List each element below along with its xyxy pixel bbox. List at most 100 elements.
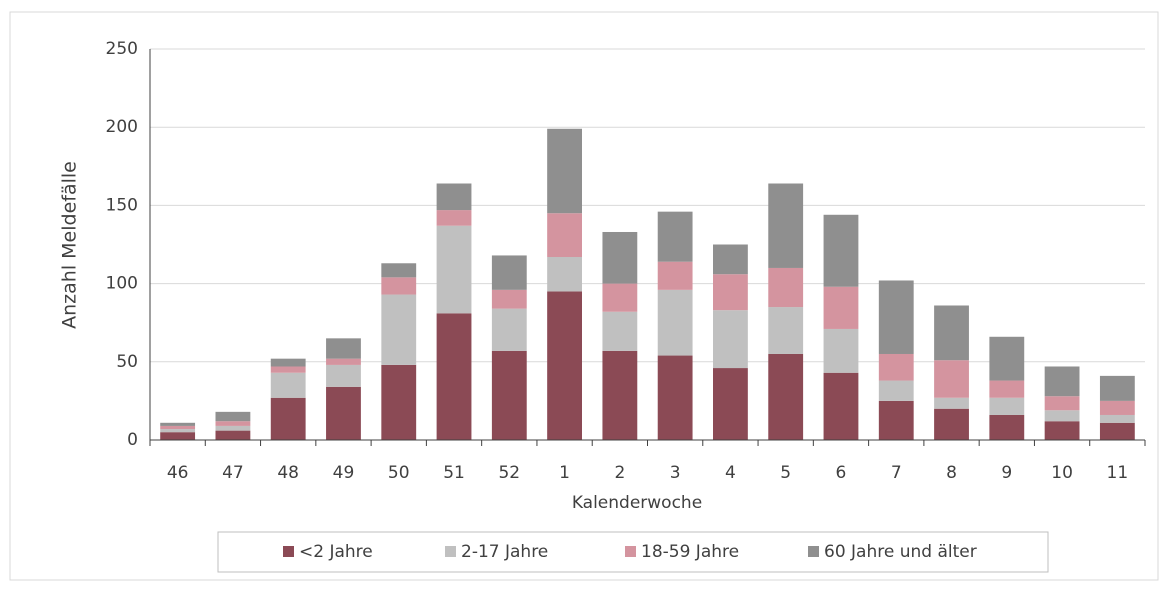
bar-segment	[602, 350, 638, 440]
bar-segment	[934, 305, 969, 361]
bar-segment	[270, 358, 306, 367]
x-tick-label: 8	[946, 463, 957, 483]
bar-segment	[1044, 396, 1080, 411]
bar-segment	[491, 255, 527, 290]
bar-segment	[713, 274, 748, 311]
bar-segment	[657, 211, 693, 262]
bar-segment	[989, 336, 1025, 381]
x-tick-label: 52	[498, 463, 520, 483]
bar-segment	[326, 364, 361, 387]
bar-segment	[215, 425, 251, 431]
x-axis-label: Kalenderwoche	[572, 493, 702, 513]
bar-segment	[215, 411, 251, 422]
legend-box	[217, 531, 1049, 573]
bar-segment	[326, 386, 361, 440]
bar-segment	[878, 380, 914, 401]
bar-segment	[657, 289, 693, 356]
y-tick-label: 200	[106, 117, 138, 137]
bar-segment	[1044, 421, 1080, 440]
bar-segment	[768, 183, 804, 268]
bar-segment	[1099, 375, 1135, 401]
x-tick-label: 10	[1051, 463, 1073, 483]
bar-segment	[547, 128, 582, 214]
bar-segment	[215, 430, 251, 440]
bar-segment	[768, 267, 804, 308]
x-tick-label: 1	[559, 463, 570, 483]
bar-segment	[160, 432, 196, 440]
bar-segment	[381, 277, 417, 295]
bar-segment	[270, 372, 306, 398]
bar-segment	[823, 328, 859, 373]
bar-segment	[823, 286, 859, 329]
legend-label: <2 Jahre	[299, 542, 373, 562]
legend-swatch	[808, 546, 819, 557]
x-tick-label: 3	[670, 463, 681, 483]
bar-segment	[602, 283, 638, 312]
bar-segment	[989, 380, 1025, 398]
bar-segment	[768, 353, 804, 440]
bar-segment	[1099, 400, 1135, 415]
x-tick-label: 5	[780, 463, 791, 483]
y-tick-label: 250	[106, 39, 138, 59]
bar-segment	[270, 397, 306, 440]
bar-segment	[160, 429, 196, 433]
x-tick-label: 2	[614, 463, 625, 483]
bar-segment	[878, 353, 914, 381]
bar-segment	[491, 308, 527, 351]
bar-segment	[547, 257, 582, 292]
chart-border	[9, 11, 1159, 581]
x-tick-label: 48	[277, 463, 299, 483]
x-tick-label: 46	[167, 463, 189, 483]
bar-segment	[1099, 414, 1135, 423]
x-tick-label: 7	[891, 463, 902, 483]
bar-segment	[768, 307, 804, 354]
bar-segment	[381, 364, 417, 440]
x-tick-label: 50	[388, 463, 410, 483]
bar-segment	[491, 350, 527, 440]
bar-segment	[326, 358, 361, 365]
y-tick-label: 50	[116, 352, 138, 372]
bar-segment	[878, 280, 914, 354]
bar-segment	[436, 225, 472, 314]
bar-segment	[1099, 422, 1135, 440]
bar-segment	[215, 421, 251, 426]
bar-segment	[602, 231, 638, 284]
bar-segment	[657, 261, 693, 290]
y-tick-label: 0	[127, 430, 138, 450]
x-tick-label: 6	[836, 463, 847, 483]
y-axis-label: Anzahl Meldefälle	[59, 161, 81, 329]
bar-segment	[989, 397, 1025, 415]
bar-segment	[381, 263, 417, 278]
bar-segment	[381, 294, 417, 365]
bar-segment	[160, 425, 196, 430]
bar-segment	[934, 360, 969, 398]
bar-segment	[823, 372, 859, 440]
bar-segment	[436, 313, 472, 440]
x-tick-label: 51	[443, 463, 465, 483]
legend-label: 60 Jahre und älter	[824, 542, 977, 562]
legend-label: 18-59 Jahre	[641, 542, 739, 562]
bar-segment	[547, 213, 582, 258]
legend-swatch	[283, 546, 294, 557]
bar-segment	[657, 355, 693, 440]
bar-segment	[491, 289, 527, 309]
bar-segment	[713, 244, 748, 275]
legend-swatch	[445, 546, 456, 557]
bar-segment	[823, 214, 859, 287]
x-tick-label: 9	[1001, 463, 1012, 483]
bar-segment	[934, 397, 969, 409]
x-tick-label: 4	[725, 463, 736, 483]
bar-segment	[989, 414, 1025, 440]
bar-segment	[326, 338, 361, 359]
bar-segment	[436, 183, 472, 211]
bar-segment	[436, 210, 472, 226]
bar-segment	[713, 310, 748, 369]
bar-segment	[160, 422, 196, 426]
legend-swatch	[625, 546, 636, 557]
bar-segment	[602, 311, 638, 351]
bar-segment	[878, 400, 914, 440]
bar-segment	[1044, 410, 1080, 422]
x-tick-label: 49	[333, 463, 355, 483]
y-tick-label: 150	[106, 195, 138, 215]
